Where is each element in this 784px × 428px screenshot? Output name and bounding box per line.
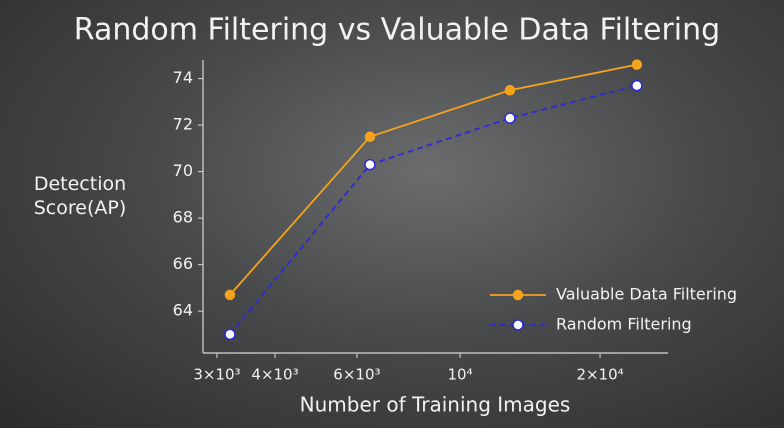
data-point	[505, 86, 514, 95]
data-point	[505, 113, 515, 123]
legend-marker	[513, 320, 523, 330]
x-axis-label: Number of Training Images	[300, 393, 571, 417]
y-tick-label: 70	[173, 161, 193, 180]
x-tick-label: 3×10³	[193, 366, 240, 384]
y-tick-label: 72	[173, 115, 193, 134]
data-point	[632, 60, 641, 69]
data-point	[632, 81, 642, 91]
data-point	[365, 132, 374, 141]
x-tick-label: 6×10³	[333, 366, 380, 384]
legend-label: Random Filtering	[556, 315, 692, 334]
x-tick-label: 10⁴	[448, 366, 473, 384]
data-point	[225, 329, 235, 339]
y-tick-label: 68	[173, 208, 193, 227]
legend-marker	[514, 291, 523, 300]
x-tick-label: 2×10⁴	[576, 366, 623, 384]
y-tick-label: 74	[173, 68, 193, 87]
page: Random Filtering vs Valuable Data Filter…	[0, 0, 784, 428]
y-tick-label: 64	[173, 301, 193, 320]
data-point	[365, 160, 375, 170]
data-point	[225, 290, 234, 299]
x-tick-label: 4×10³	[251, 366, 298, 384]
legend-label: Valuable Data Filtering	[556, 285, 737, 304]
chart-title: Random Filtering vs Valuable Data Filter…	[74, 13, 720, 48]
y-tick-label: 66	[173, 254, 193, 273]
y-axis-label: Detection Score(AP)	[30, 172, 130, 220]
